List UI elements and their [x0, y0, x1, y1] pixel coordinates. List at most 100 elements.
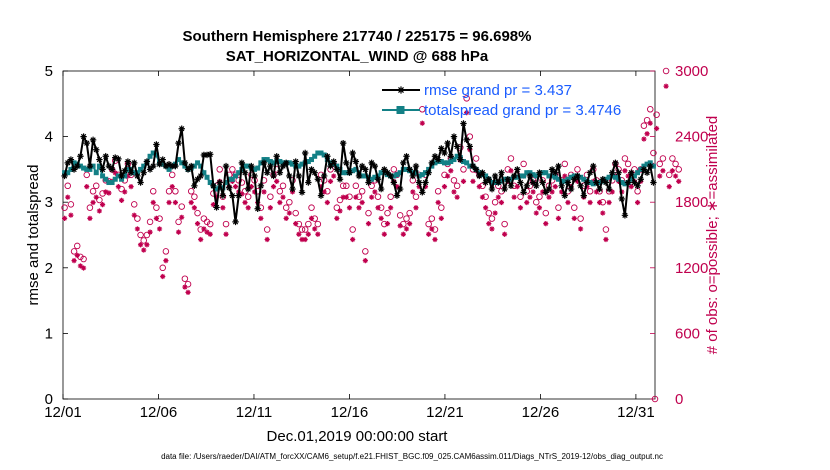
- rmse-point: [555, 162, 562, 170]
- spread-point: [318, 150, 324, 156]
- obs-assimilated-marker: [641, 136, 647, 142]
- obs-possible-marker: [571, 204, 578, 211]
- obs-assimilated-marker: [175, 229, 182, 235]
- obs-assimilated-marker: [451, 189, 457, 195]
- obs-possible-marker: [153, 204, 160, 211]
- obs-assimilated-marker: [185, 289, 191, 295]
- rmse-point: [93, 146, 100, 153]
- x-tick-label: 12/31: [617, 404, 655, 421]
- obs-possible-marker: [675, 166, 682, 173]
- obs-assimilated-marker: [517, 205, 524, 211]
- obs-assimilated-marker: [191, 205, 197, 211]
- rmse-series: [61, 120, 657, 226]
- obs-assimilated-marker: [495, 194, 501, 200]
- spread-point: [176, 157, 182, 163]
- rmse-point: [453, 143, 461, 150]
- rmse-point: [320, 172, 328, 180]
- rmse-point: [596, 185, 603, 193]
- rmse-point: [460, 120, 467, 127]
- obs-possible-marker: [577, 215, 584, 222]
- spread-point: [578, 174, 584, 180]
- spread-point: [448, 159, 454, 165]
- spread-point: [451, 157, 457, 163]
- obs-possible-marker: [83, 171, 90, 179]
- y-tick-label: 1: [45, 325, 53, 342]
- rmse-point: [510, 172, 518, 180]
- rmse-point: [612, 159, 619, 167]
- obs-assimilated-marker: [84, 184, 90, 190]
- obs-possible-marker: [491, 198, 499, 206]
- obs-assimilated-marker: [315, 231, 321, 237]
- rmse-point: [403, 153, 410, 160]
- rmse-point: [571, 176, 578, 183]
- y-right-tick-label: 2400: [675, 129, 708, 146]
- obs-assimilated-marker: [625, 173, 631, 179]
- obs-assimilated-marker: [416, 184, 422, 190]
- obs-possible-marker: [61, 204, 68, 211]
- obs-assimilated-marker: [562, 173, 568, 179]
- rmse-point: [539, 179, 546, 186]
- spread-point: [606, 174, 612, 180]
- rmse-point: [618, 195, 625, 203]
- obs-possible-marker: [463, 95, 470, 102]
- spread-point: [328, 160, 334, 166]
- obs-assimilated-marker: [498, 199, 505, 206]
- obs-possible-marker: [86, 204, 94, 211]
- y-tick-label: 5: [45, 63, 53, 80]
- obs-assimilated-marker: [448, 168, 454, 174]
- obs-assimilated-marker: [169, 184, 175, 190]
- rmse-point: [80, 133, 87, 140]
- rmse-point: [615, 169, 622, 176]
- spread-point: [460, 159, 466, 165]
- rmse-point: [349, 149, 356, 157]
- obs-assimilated-marker: [258, 215, 264, 221]
- rmse-point: [124, 158, 132, 165]
- rmse-point: [434, 156, 442, 163]
- spread-point: [296, 163, 302, 169]
- rmse-point: [438, 145, 445, 152]
- spread-point: [568, 174, 574, 180]
- obs-possible-marker: [308, 204, 315, 211]
- obs-assimilated-marker: [207, 231, 213, 237]
- rmse-point: [406, 166, 413, 173]
- obs-assimilated-marker: [543, 221, 549, 227]
- rmse-point: [628, 169, 635, 176]
- obs-assimilated-marker: [65, 194, 71, 200]
- rmse-point: [580, 192, 587, 199]
- rmse-point: [574, 172, 581, 180]
- obs-assimilated-marker: [657, 173, 663, 179]
- rmse-point: [99, 166, 106, 173]
- obs-assimilated-marker: [666, 184, 672, 190]
- obs-possible-marker: [434, 188, 442, 195]
- spread-point: [195, 160, 201, 166]
- obs-assimilated-marker: [603, 236, 609, 243]
- rmse-point: [498, 169, 505, 176]
- spread-point: [378, 170, 384, 176]
- obs-possible-marker: [89, 188, 97, 195]
- rmse-point: [102, 153, 109, 160]
- obs-assimilated-marker: [324, 199, 330, 206]
- rmse-point: [495, 179, 502, 186]
- obs-possible-marker: [438, 204, 445, 211]
- obs-possible-marker: [146, 218, 154, 226]
- rmse-point: [330, 158, 337, 165]
- rmse-point: [428, 159, 436, 167]
- spread-point: [533, 173, 539, 179]
- spread-point: [562, 178, 568, 184]
- rmse-point: [466, 143, 474, 150]
- obs-possible-marker: [599, 198, 607, 206]
- y-tick-label: 3: [45, 194, 53, 211]
- obs-possible-marker: [298, 226, 306, 233]
- rmse-point: [295, 172, 303, 180]
- spread-point: [150, 150, 156, 156]
- rmse-point: [251, 172, 258, 180]
- obs-possible-marker: [301, 226, 309, 233]
- obs-assimilated-marker: [422, 184, 429, 190]
- spread-point: [255, 165, 261, 171]
- rmse-point: [263, 169, 271, 176]
- obs-possible-marker: [396, 212, 404, 219]
- spread-point: [71, 160, 77, 166]
- rmse-point: [207, 151, 214, 158]
- rmse-point: [222, 162, 230, 170]
- obs-assimilated-marker: [587, 199, 593, 206]
